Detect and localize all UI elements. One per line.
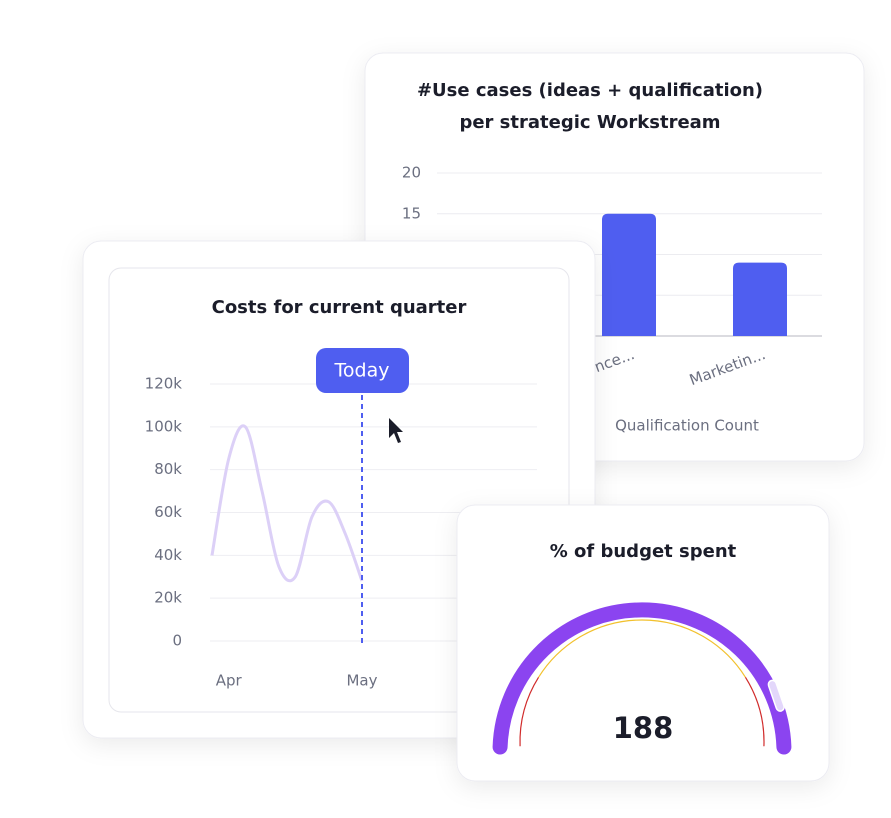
band-low xyxy=(519,677,540,747)
y-tick-label: 15 xyxy=(402,204,421,222)
y-tick-label: 100k xyxy=(145,417,183,435)
gauge-card: % of budget spent 188 xyxy=(456,504,830,782)
band-high xyxy=(744,677,765,747)
line xyxy=(210,424,364,583)
x-axis-title: Qualification Count xyxy=(615,417,759,435)
cursor xyxy=(389,418,403,443)
x-tick-label: May xyxy=(346,672,377,690)
card xyxy=(456,504,830,782)
y-tick-label: 20 xyxy=(402,164,421,182)
today-badge xyxy=(316,348,409,393)
chart-title: per strategic Workstream xyxy=(459,112,720,133)
chart-title: #Use cases (ideas + qualification) xyxy=(417,80,763,101)
gauge-marker xyxy=(767,679,785,712)
bar xyxy=(602,213,656,336)
gauge-arc xyxy=(492,602,792,755)
panel xyxy=(108,267,570,713)
y-tick-label: 120k xyxy=(145,375,183,393)
x-tick-label: Apr xyxy=(216,672,243,690)
y-tick-label: 60k xyxy=(154,503,182,521)
y-tick-label: 0 xyxy=(172,632,182,650)
y-tick-label: 20k xyxy=(154,589,182,607)
y-tick-label: 80k xyxy=(154,460,182,478)
chart-title: Costs for current quarter xyxy=(212,297,467,318)
y-tick-label: 40k xyxy=(154,546,182,564)
annotation: Today xyxy=(334,360,390,382)
bar xyxy=(733,262,787,336)
band-mid xyxy=(538,619,746,678)
chart-title: % of budget spent xyxy=(550,541,737,562)
gauge-value: 188 xyxy=(613,711,674,745)
